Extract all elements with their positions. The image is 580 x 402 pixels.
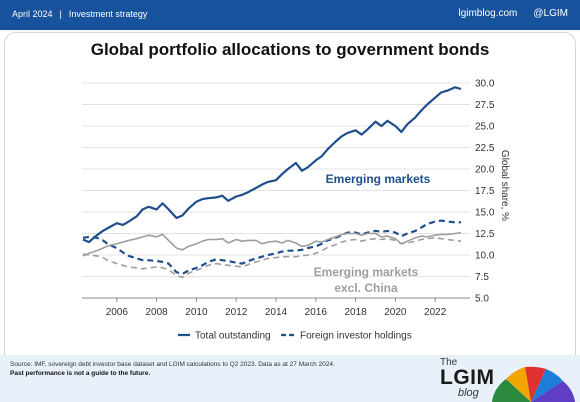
- legend-label-total-outstanding: Total outstanding: [195, 331, 271, 342]
- x-tick-label: 2012: [225, 307, 248, 318]
- source-note: Source: IMF, sovereign debt investor bas…: [10, 361, 335, 368]
- logo-blog: blog: [458, 387, 479, 399]
- y-tick-label: 25.0: [475, 122, 495, 133]
- y-tick-label: 30.0: [475, 79, 495, 90]
- x-tick-label: 2016: [305, 307, 328, 318]
- y-tick-label: 12.5: [475, 229, 495, 240]
- em-foreign-holdings-line: [82, 219, 461, 275]
- lgim-blog-logo: The LGIM blog: [438, 357, 528, 402]
- footer: Source: IMF, sovereign debt investor bas…: [0, 355, 580, 402]
- y-tick-label: 20.0: [475, 165, 495, 176]
- chart-title: Global portfolio allocations to governme…: [90, 40, 490, 59]
- x-tick-label: 2008: [145, 307, 168, 318]
- logo-lgim: LGIM: [440, 366, 495, 389]
- header-left: April 2024 | Investment strategy: [12, 9, 147, 19]
- disclaimer: Past performance is not a guide to the f…: [10, 370, 151, 377]
- y-tick-label: 10.0: [475, 251, 495, 262]
- x-tick-label: 2010: [185, 307, 208, 318]
- y-tick-label: 27.5: [475, 100, 495, 111]
- y-tick-label: 17.5: [475, 186, 495, 197]
- y-tick-label: 15.0: [475, 208, 495, 219]
- header-category: Investment strategy: [68, 9, 148, 19]
- header-right: lgimblog.com @LGIM: [458, 8, 568, 19]
- y-tick-label: 5.0: [475, 294, 489, 305]
- header-separator: |: [59, 9, 62, 19]
- y-axis-title: Global share, %: [499, 150, 510, 221]
- x-tick-label: 2014: [265, 307, 288, 318]
- x-tick-label: 2018: [344, 307, 367, 318]
- em-total-outstanding-line: [82, 86, 462, 244]
- em-ex-china-total-outstanding-line: [82, 231, 462, 257]
- annotation-em-excl-china-line1: Emerging markets: [314, 265, 419, 279]
- legend-label-foreign-holdings: Foreign investor holdings: [300, 331, 412, 342]
- website-link[interactable]: lgimblog.com: [458, 8, 518, 19]
- annotation-em-excl-china-line2: excl. China: [334, 281, 398, 295]
- social-handle-link[interactable]: @LGIM: [533, 8, 568, 19]
- umbrella-logo-icon: [492, 366, 575, 402]
- x-tick-label: 2020: [384, 307, 407, 318]
- y-tick-label: 7.5: [475, 272, 489, 283]
- header-bar: April 2024 | Investment strategy lgimblog.…: [0, 0, 580, 30]
- y-tick-label: 22.5: [475, 143, 495, 154]
- logo-the: The: [440, 357, 458, 368]
- annotation-emerging-markets: Emerging markets: [326, 172, 431, 186]
- header-date: April 2024: [12, 9, 53, 19]
- x-tick-label: 2022: [424, 307, 447, 318]
- em-ex-china-foreign-holdings-line: [82, 237, 462, 279]
- x-tick-label: 2006: [106, 307, 129, 318]
